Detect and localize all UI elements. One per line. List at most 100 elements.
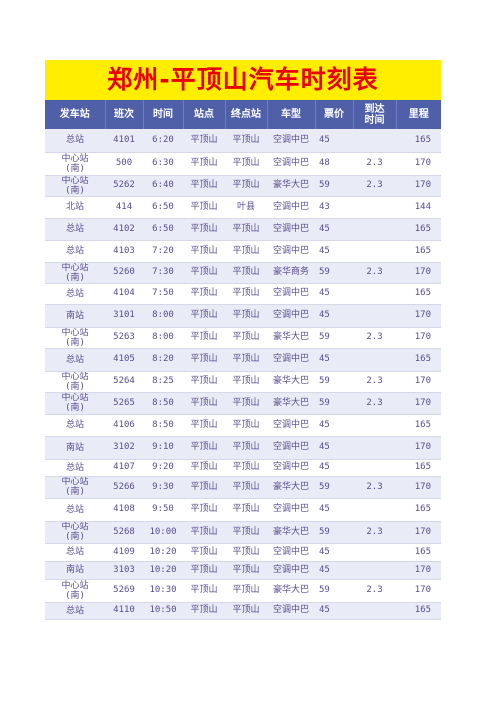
cell-time: 8:00 [143,327,183,349]
cell-bus-type: 空调中巴 [267,602,315,620]
cell-bus-type: 空调中巴 [267,129,315,153]
table-row: 中心站(南) 5269 10:30 平顶山 平顶山 豪华大巴 59 2.3 170 [45,579,441,603]
table-row: 总站 4105 8:20 平顶山 平顶山 空调中巴 45 165 [45,348,441,372]
cell-departure-station: 中心站(南) [45,371,105,393]
cell-departure-station: 总站 [45,348,105,372]
cell-terminal: 平顶山 [225,392,267,415]
cell-distance: 170 [396,521,441,544]
cell-bus-type: 空调中巴 [267,218,315,241]
cell-terminal: 平顶山 [225,414,267,437]
cell-stop: 平顶山 [183,498,225,522]
cell-fare: 59 [315,521,353,544]
cell-arrival-time [353,602,396,620]
cell-stop: 平顶山 [183,152,225,176]
cell-distance: 165 [396,602,441,620]
table-row: 南站 3102 9:10 平顶山 平顶山 空调中巴 45 170 [45,436,441,460]
cell-arrival-time [353,498,396,522]
cell-departure-station: 中心站(南) [45,327,105,349]
cell-fare: 45 [315,283,353,305]
table-row: 总站 4102 6:50 平顶山 平顶山 空调中巴 45 165 [45,218,441,241]
cell-time: 8:20 [143,348,183,372]
cell-arrival-time [353,196,396,219]
cell-arrival-time [353,218,396,241]
table-row: 中心站(南) 5260 7:30 平顶山 平顶山 豪华商务 59 2.3 170 [45,262,441,284]
cell-stop: 平顶山 [183,476,225,499]
table-row: 中心站(南) 5266 9:30 平顶山 平顶山 豪华大巴 59 2.3 170 [45,476,441,499]
cell-trip-number: 3103 [105,561,143,580]
cell-departure-station: 总站 [45,414,105,437]
header-trip-number: 班次 [105,100,144,129]
header-fare: 票价 [315,100,354,129]
cell-arrival-time: 2.3 [353,175,396,197]
cell-arrival-time: 2.3 [353,392,396,415]
cell-distance: 165 [396,283,441,305]
cell-arrival-time [353,240,396,263]
cell-arrival-time: 2.3 [353,521,396,544]
cell-arrival-time: 2.3 [353,371,396,393]
cell-departure-station: 总站 [45,543,105,562]
cell-departure-station: 南站 [45,304,105,328]
cell-time: 6:50 [143,196,183,219]
cell-distance: 165 [396,240,441,263]
cell-distance: 165 [396,218,441,241]
cell-trip-number: 4105 [105,348,143,372]
cell-stop: 平顶山 [183,579,225,603]
cell-trip-number: 5265 [105,392,143,415]
cell-trip-number: 4110 [105,602,143,620]
cell-distance: 170 [396,304,441,328]
cell-bus-type: 空调中巴 [267,414,315,437]
cell-bus-type: 豪华大巴 [267,371,315,393]
cell-distance: 170 [396,175,441,197]
table-row: 中心站(南) 5265 8:50 平顶山 平顶山 豪华大巴 59 2.3 170 [45,392,441,415]
cell-distance: 170 [396,262,441,284]
cell-trip-number: 5269 [105,579,143,603]
cell-terminal: 平顶山 [225,602,267,620]
cell-trip-number: 5260 [105,262,143,284]
table-row: 总站 4108 9:50 平顶山 平顶山 空调中巴 45 165 [45,498,441,522]
table-row: 中心站(南) 5264 8:25 平顶山 平顶山 豪华大巴 59 2.3 170 [45,371,441,393]
cell-departure-station: 中心站(南) [45,521,105,544]
cell-fare: 45 [315,436,353,460]
cell-distance: 170 [396,579,441,603]
cell-departure-station: 总站 [45,283,105,305]
cell-trip-number: 4104 [105,283,143,305]
cell-stop: 平顶山 [183,304,225,328]
cell-fare: 59 [315,392,353,415]
cell-stop: 平顶山 [183,240,225,263]
cell-bus-type: 空调中巴 [267,543,315,562]
cell-time: 8:25 [143,371,183,393]
cell-fare: 43 [315,196,353,219]
cell-trip-number: 5264 [105,371,143,393]
cell-trip-number: 3101 [105,304,143,328]
cell-terminal: 平顶山 [225,371,267,393]
cell-bus-type: 豪华商务 [267,262,315,284]
cell-time: 8:50 [143,392,183,415]
cell-fare: 45 [315,304,353,328]
cell-stop: 平顶山 [183,459,225,477]
cell-stop: 平顶山 [183,327,225,349]
table-row: 中心站(南) 500 6:30 平顶山 平顶山 空调中巴 48 2.3 170 [45,152,441,176]
cell-fare: 45 [315,602,353,620]
cell-departure-station: 中心站(南) [45,175,105,197]
cell-stop: 平顶山 [183,521,225,544]
cell-distance: 144 [396,196,441,219]
cell-time: 7:30 [143,262,183,284]
cell-arrival-time: 2.3 [353,152,396,176]
cell-departure-station: 总站 [45,129,105,153]
cell-time: 9:10 [143,436,183,460]
cell-arrival-time [353,543,396,562]
cell-terminal: 叶县 [225,196,267,219]
cell-time: 10:30 [143,579,183,603]
cell-terminal: 平顶山 [225,283,267,305]
cell-departure-station: 总站 [45,498,105,522]
cell-terminal: 平顶山 [225,175,267,197]
cell-time: 7:20 [143,240,183,263]
header-terminal: 终点站 [225,100,268,129]
cell-departure-station: 中心站(南) [45,579,105,603]
cell-fare: 59 [315,371,353,393]
cell-terminal: 平顶山 [225,543,267,562]
cell-time: 9:30 [143,476,183,499]
cell-bus-type: 空调中巴 [267,498,315,522]
timetable: 发车站 班次 时间 站点 终点站 车型 票价 到达时间 里程 总站 4101 6:2… [45,100,441,620]
cell-bus-type: 空调中巴 [267,283,315,305]
